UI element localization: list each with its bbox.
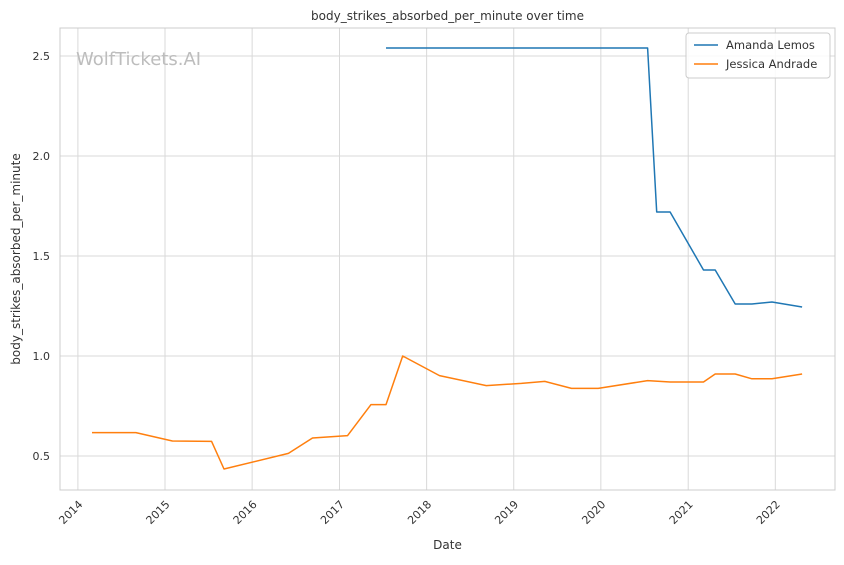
y-axis-title: body_strikes_absorbed_per_minute	[9, 153, 23, 364]
x-tick-label: 2017	[318, 498, 347, 527]
x-tick-label: 2018	[405, 498, 434, 527]
y-axis-ticks: 0.5 1.0 1.5 2.0 2.5	[33, 50, 51, 463]
legend-label-jessica-andrade: Jessica Andrade	[725, 57, 817, 71]
x-tick-label: 2021	[667, 498, 696, 527]
series-lines	[92, 47, 803, 470]
x-tick-label: 2022	[754, 498, 783, 527]
legend-box	[685, 32, 831, 79]
x-tick-label: 2015	[144, 498, 173, 527]
series-line-jessica-andrade	[92, 355, 803, 470]
series-line-amanda-lemos	[386, 47, 803, 308]
x-tick-label: 2020	[579, 498, 608, 527]
x-axis-title: Date	[433, 538, 462, 552]
y-tick-label: 0.5	[33, 450, 51, 463]
y-tick-label: 1.5	[33, 250, 51, 263]
legend: Amanda Lemos Jessica Andrade	[685, 32, 831, 79]
watermark: WolfTickets.AI	[76, 49, 201, 70]
x-tick-label: 2014	[56, 498, 85, 527]
y-tick-label: 2.0	[33, 150, 51, 163]
plot-background	[60, 28, 835, 490]
plot-frame	[59, 27, 836, 491]
legend-label-amanda-lemos: Amanda Lemos	[726, 38, 815, 52]
x-tick-label: 2016	[231, 498, 260, 527]
y-tick-label: 1.0	[33, 350, 51, 363]
chart-title: body_strikes_absorbed_per_minute over ti…	[311, 9, 584, 23]
y-tick-label: 2.5	[33, 50, 51, 63]
x-tick-label: 2019	[492, 498, 521, 527]
x-axis-ticks: 2014 2015 2016 2017 2018 2019 2020 2021 2022	[56, 498, 782, 527]
